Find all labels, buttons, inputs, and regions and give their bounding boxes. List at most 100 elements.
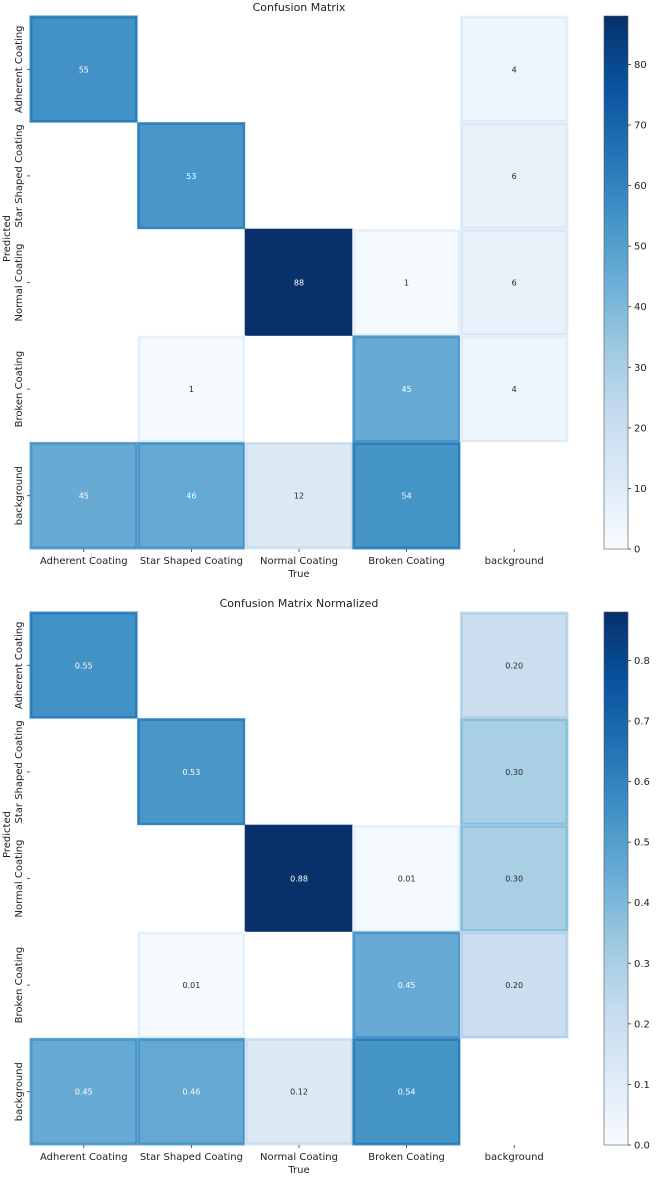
cell-value-label: 4 — [512, 385, 517, 394]
heatmap-cell-border — [460, 932, 568, 1038]
cell-value-label: 0.01 — [398, 875, 416, 884]
heatmap-cell-border — [138, 336, 245, 442]
y-axis-label: Predicted — [2, 215, 13, 262]
colorbar-tick-label: 0 — [634, 545, 640, 556]
y-tick-label: Normal Coating — [14, 244, 25, 322]
heatmap-cell — [460, 442, 568, 549]
colorbar-tick-label: 0.3 — [634, 959, 650, 970]
colorbar-tick-label: 0.8 — [634, 656, 650, 667]
heatmap-cell — [30, 718, 138, 826]
cell-value-label: 0.88 — [290, 875, 308, 884]
heatmap-cell-border — [353, 825, 460, 932]
x-tick-label: Star Shaped Coating — [140, 556, 243, 567]
heatmap-cell — [30, 122, 138, 230]
cell-value-label: 88 — [294, 279, 304, 288]
x-axis-label: True — [287, 569, 309, 580]
x-tick-label: Broken Coating — [368, 1152, 445, 1163]
heatmap-cell — [245, 16, 353, 123]
x-tick-label: Broken Coating — [368, 556, 445, 567]
heatmap-cell-border — [30, 442, 138, 549]
heatmap-cell — [29, 15, 139, 124]
heatmap-cell — [352, 441, 461, 550]
heatmap-cell-border — [138, 1038, 245, 1145]
cell-value-label: 6 — [512, 172, 517, 181]
heatmap-cell — [352, 824, 461, 933]
colorbar-tick-label: 20 — [634, 423, 647, 434]
heatmap-cell — [137, 16, 246, 123]
heatmap-cell — [244, 228, 354, 337]
cell-value-label: 0.01 — [182, 981, 200, 990]
cell-value-label: 0.20 — [505, 661, 523, 670]
heatmap-cell — [137, 441, 246, 550]
cell-value-label: 0.30 — [505, 768, 523, 777]
cell-value-label: 45 — [402, 385, 412, 394]
heatmap-cell-border — [460, 16, 568, 123]
chart-title: Confusion Matrix Normalized — [220, 597, 379, 610]
heatmap-cell-border — [245, 442, 353, 549]
heatmap-cell — [352, 122, 461, 230]
heatmap-cell — [245, 122, 353, 230]
heatmap-cell — [352, 16, 461, 123]
y-tick-label: Broken Coating — [14, 351, 25, 428]
heatmap-cell — [459, 931, 569, 1039]
heatmap-cell — [137, 122, 246, 230]
y-axis: Adherent Coating Star Shaped Coating Norma… — [2, 25, 30, 525]
colorbar-tick-label: 40 — [634, 302, 647, 313]
x-axis-label: True — [287, 1165, 309, 1176]
heatmap-cell-border — [460, 229, 568, 336]
heatmap-cell-border — [138, 719, 245, 825]
x-tick-label: background — [485, 1152, 544, 1163]
cell-value-label: 0.55 — [75, 661, 93, 670]
heatmap-cell — [459, 611, 569, 720]
heatmap-cell-border — [460, 825, 568, 932]
colorbar-tick-label: 70 — [634, 121, 647, 132]
heatmap-cell-border — [353, 1038, 460, 1145]
x-axis: Adherent Coating Star Shaped Coating Norma… — [40, 1145, 544, 1176]
cell-value-label: 6 — [512, 279, 517, 288]
heatmap-cell-border — [460, 719, 568, 825]
x-tick-label: Star Shaped Coating — [140, 1152, 243, 1163]
heatmap-cell — [30, 229, 138, 336]
heatmap-cell — [30, 825, 138, 932]
cell-value-label: 53 — [186, 172, 196, 181]
heatmap-cell-border — [460, 612, 568, 719]
heatmap-cell-border — [30, 612, 138, 719]
colorbar-gradient — [603, 611, 629, 1146]
heatmap-cell — [352, 612, 461, 719]
heatmap-cell-border — [245, 1038, 353, 1145]
heatmap-cell — [244, 441, 354, 550]
confusion-matrix-chart: Confusion Matrix 55 4 53 6 88 1 6 1 45 4 45 46 12 54 Ad… — [2, 1, 647, 580]
heatmap-cell-border — [138, 932, 245, 1038]
heatmap-cell — [352, 335, 461, 443]
heatmap-cell — [137, 1037, 246, 1146]
heatmap-cell — [245, 718, 353, 826]
x-tick-label: Normal Coating — [260, 1152, 338, 1163]
y-axis-label: Predicted — [2, 811, 13, 858]
heatmap-cell — [460, 1038, 568, 1145]
heatmap-cell — [244, 1037, 354, 1146]
cell-value-label: 0.20 — [505, 981, 523, 990]
heatmap-cell — [245, 931, 353, 1039]
heatmap-cell — [245, 612, 353, 719]
cell-value-label: 4 — [512, 65, 517, 74]
heatmap-cell — [30, 931, 138, 1039]
heatmap-cell — [137, 229, 246, 336]
y-tick-label: background — [14, 1062, 25, 1121]
colorbar-tick-label: 50 — [634, 242, 647, 253]
x-tick-label: Normal Coating — [260, 556, 338, 567]
y-axis: Adherent Coating Star Shaped Coating Norma… — [2, 621, 30, 1121]
cell-value-label: 46 — [186, 492, 196, 501]
heatmap-cell-border — [353, 442, 460, 549]
heatmap-cell — [244, 824, 354, 933]
y-tick-label: background — [14, 466, 25, 525]
heatmap-cell-border — [30, 16, 138, 123]
cell-value-label: 55 — [79, 65, 89, 74]
cell-value-label: 0.30 — [505, 875, 523, 884]
x-axis: Adherent Coating Star Shaped Coating Norma… — [40, 549, 544, 580]
x-tick-label: Adherent Coating — [40, 1152, 128, 1163]
chart-title: Confusion Matrix — [253, 1, 346, 14]
heatmap-cell-border — [353, 932, 460, 1038]
cell-value-label: 1 — [404, 279, 409, 288]
colorbar-gradient — [603, 15, 629, 550]
